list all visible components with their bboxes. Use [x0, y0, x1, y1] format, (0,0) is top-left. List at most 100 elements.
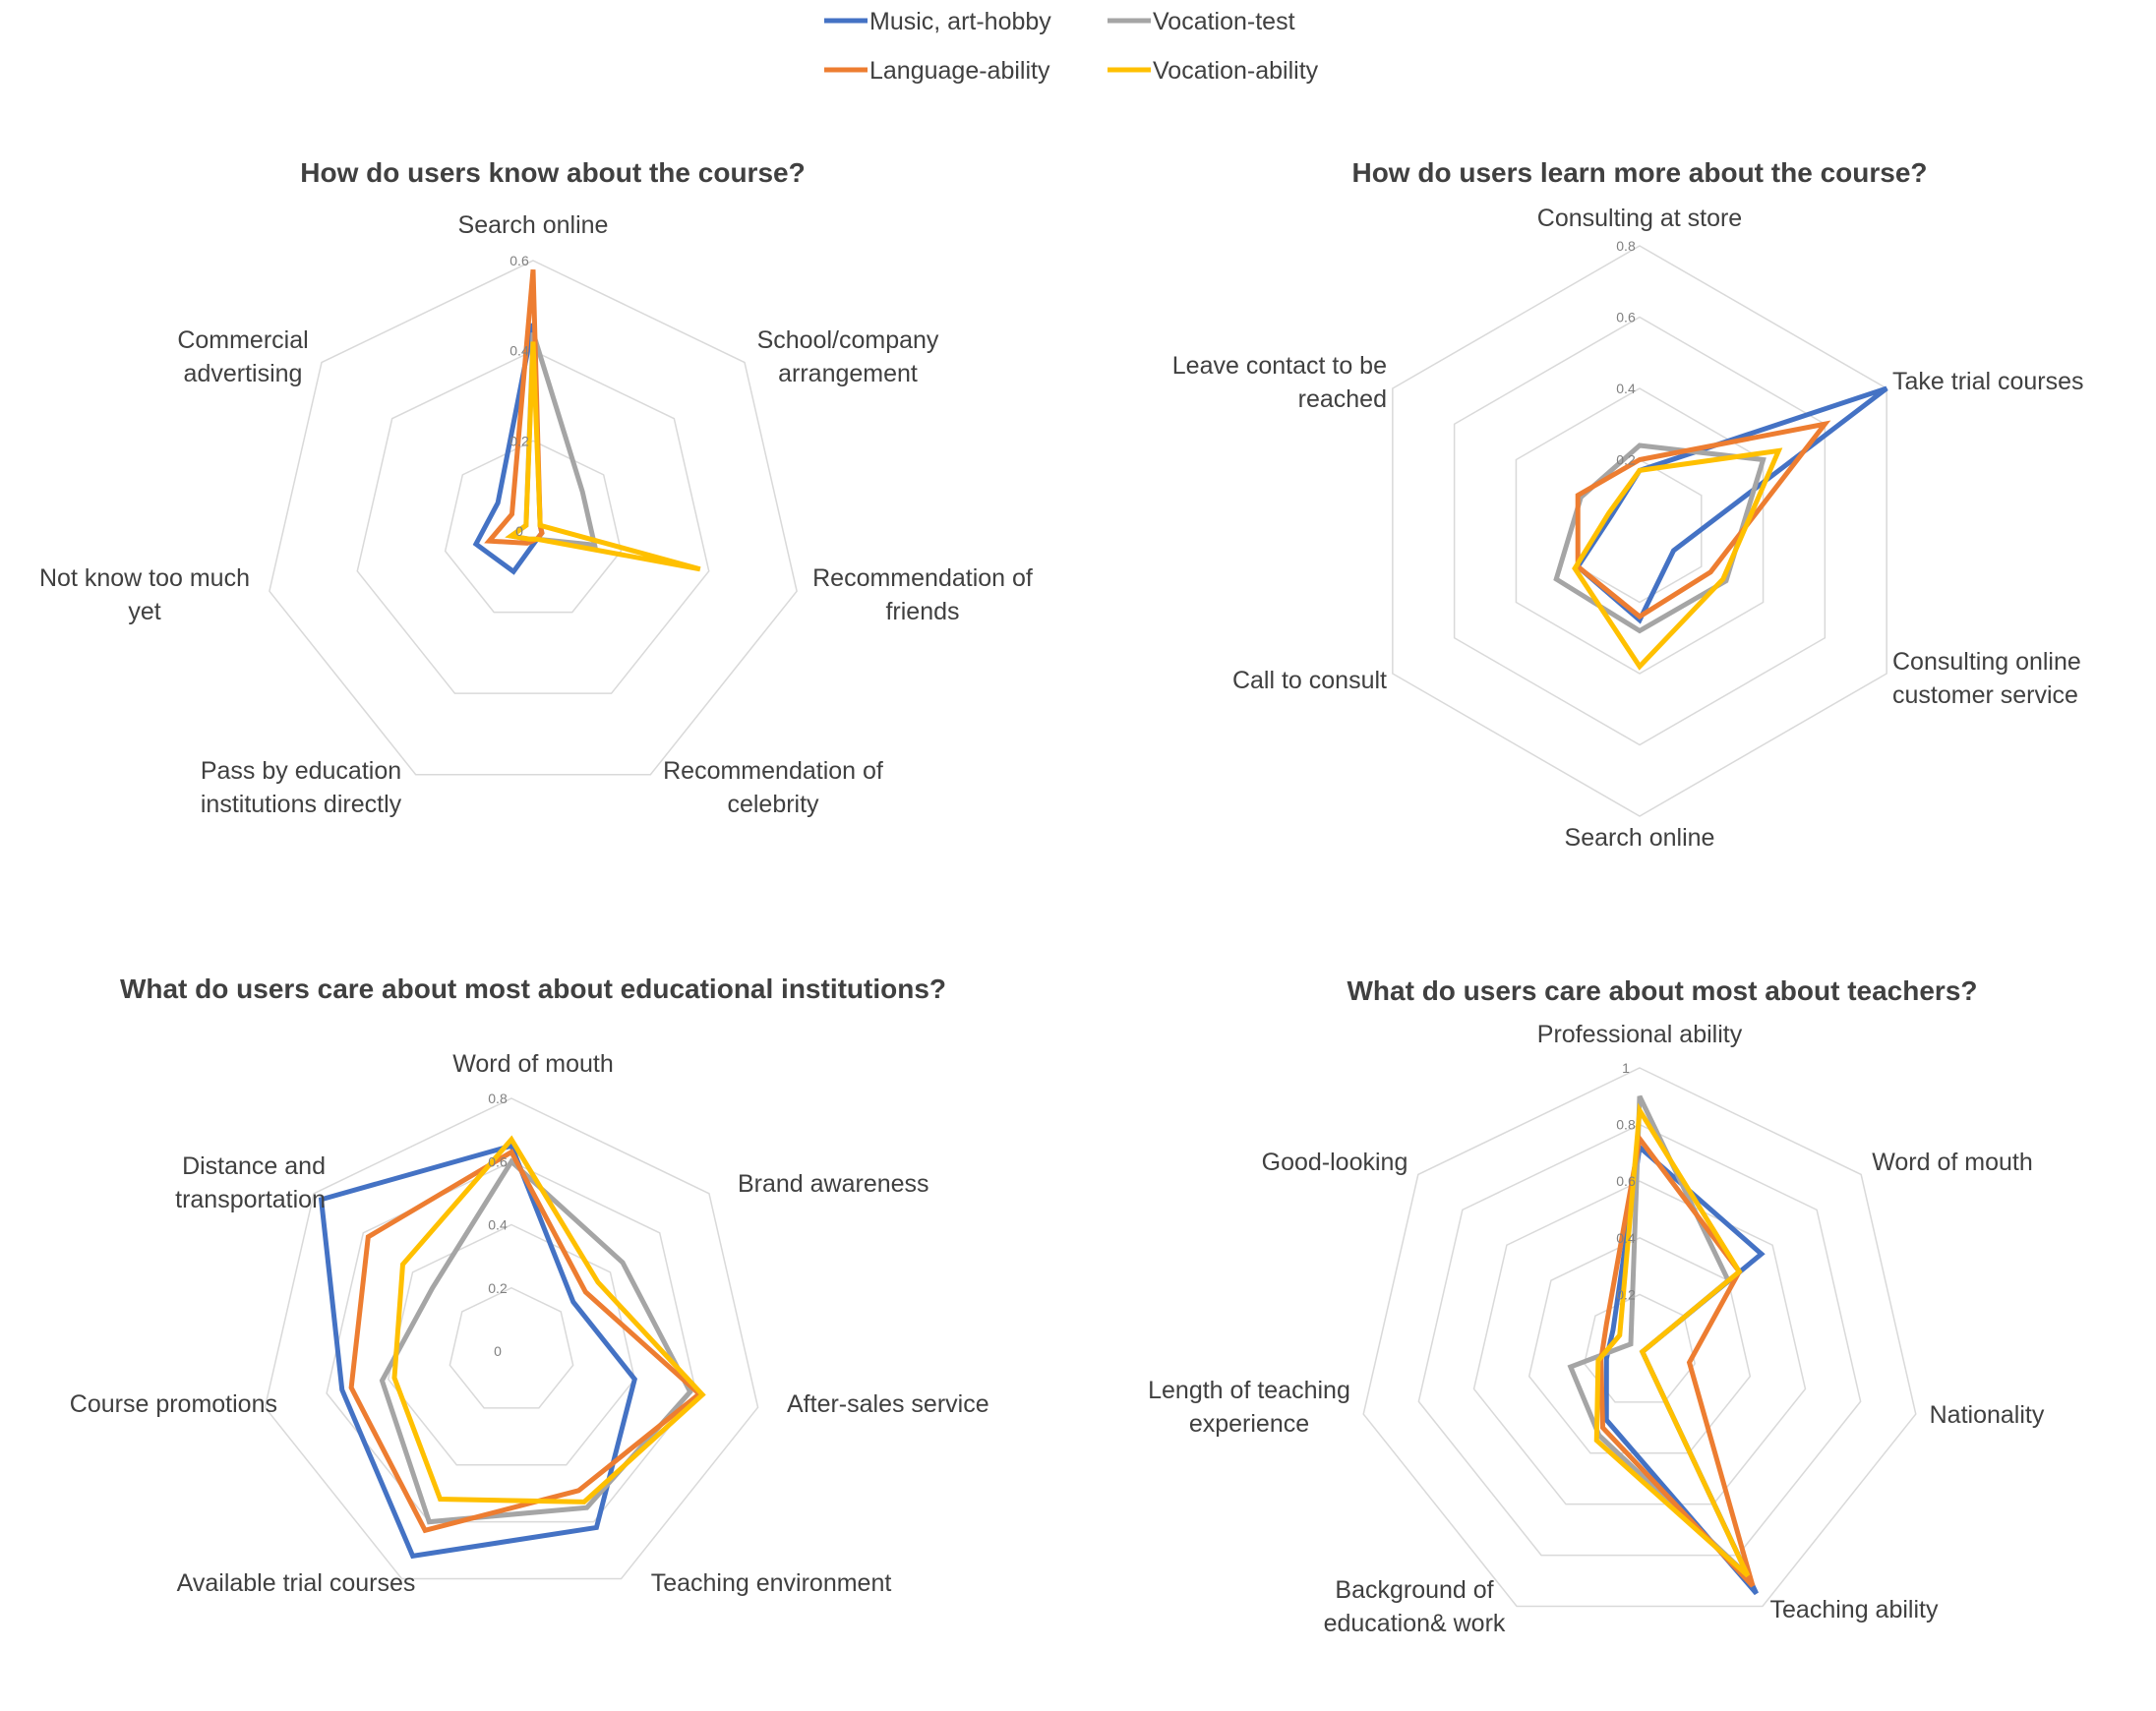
legend-label: Music, art-hobby — [869, 8, 1051, 35]
grid-ring — [326, 1160, 697, 1523]
tick-label: 0.8 — [1616, 1117, 1636, 1133]
series-vocation-ability — [1593, 1102, 1751, 1578]
tick-label: 0.4 — [488, 1217, 508, 1233]
tick-label: 0 — [515, 523, 523, 539]
radial-tick-labels: 0 0.2 0.4 0.6 0.8 — [488, 1091, 508, 1359]
category-label: Recommendation of friends — [812, 564, 1033, 625]
grid-ring — [356, 349, 710, 694]
radar-chart-learn-more-about-course: How do users learn more about the course… — [1172, 157, 2084, 852]
series-music-art-hobby — [1603, 1142, 1766, 1596]
tick-label: 1 — [1622, 1060, 1630, 1076]
legend: Music, art-hobby Vocation-test Language-ab… — [824, 8, 1319, 85]
legend-item-music-art-hobby: Music, art-hobby — [824, 8, 1051, 35]
series-language-ability — [348, 1149, 703, 1534]
series-vocation-ability — [1572, 447, 1783, 671]
radial-tick-labels: 0.2 0.4 0.6 0.8 — [1616, 238, 1636, 468]
grid-ring — [264, 1097, 759, 1580]
legend-label: Vocation-test — [1153, 8, 1295, 35]
tick-label: 0.8 — [1616, 238, 1636, 254]
radar-chart-care-about-institutions: What do users care about most about educ… — [70, 974, 989, 1597]
category-label: Commercial advertising — [177, 326, 308, 387]
series-language-ability — [1575, 420, 1831, 620]
category-labels: Word of mouth Brand awareness After-sales … — [70, 1050, 989, 1597]
series-vocation-ability — [505, 341, 701, 572]
category-labels: Consulting at store Take trial courses Con… — [1172, 205, 2084, 852]
radar-grid — [269, 260, 798, 776]
series-music-art-hobby — [318, 1143, 638, 1560]
grid-ring — [1584, 1293, 1696, 1403]
tick-label: 0.2 — [1616, 1286, 1636, 1302]
grid-ring — [1527, 1236, 1752, 1454]
chart-title: What do users care about most about teac… — [1347, 975, 1977, 1006]
category-labels: Search online School/company arrangement Re… — [39, 211, 1033, 818]
category-label: Nationality — [1930, 1401, 2045, 1429]
category-label: School/company arrangement — [757, 326, 939, 387]
series-vocation-test — [1553, 442, 1767, 634]
radar-series-group — [472, 268, 701, 575]
category-label: Word of mouth — [1872, 1149, 2033, 1176]
chart-title: How do users learn more about the course… — [1351, 157, 1927, 188]
radial-tick-labels: 0 0.2 0.4 0.6 — [509, 253, 529, 539]
radar-chart-care-about-teachers: What do users care about most about teac… — [1148, 975, 2045, 1637]
tick-label: 0.2 — [488, 1280, 508, 1296]
series-music-art-hobby — [1574, 385, 1888, 624]
category-label: Not know too much yet — [39, 564, 250, 625]
tick-label: 0.8 — [488, 1091, 508, 1106]
grid-ring — [1417, 1123, 1862, 1557]
category-label: Leave contact to be reached — [1172, 352, 1387, 413]
tick-label: 0.6 — [509, 253, 529, 268]
category-label: Take trial courses — [1892, 368, 2084, 395]
tick-label: 0.6 — [1616, 1173, 1636, 1189]
category-label: Teaching ability — [1770, 1596, 1939, 1623]
category-label: Good-looking — [1262, 1149, 1408, 1176]
tick-label: 0.2 — [1616, 452, 1636, 468]
category-label: Search online — [458, 211, 609, 239]
legend-item-vocation-test: Vocation-test — [1108, 8, 1295, 35]
chart-title: How do users know about the course? — [300, 157, 805, 188]
category-label: Pass by education institutions directly — [201, 757, 402, 818]
category-label: Consulting online customer service — [1892, 648, 2081, 709]
legend-item-language-ability: Language-ability — [824, 57, 1050, 85]
category-label: Call to consult — [1232, 667, 1387, 694]
category-label: Brand awareness — [738, 1170, 929, 1198]
category-label: Recommendation of celebrity — [663, 757, 883, 818]
legend-label: Language-ability — [869, 57, 1050, 85]
radar-series-group — [1553, 385, 1888, 671]
grid-ring — [449, 1286, 574, 1409]
radar-grid — [264, 1097, 759, 1580]
category-label: Background of education& work — [1324, 1576, 1506, 1637]
category-label: After-sales service — [787, 1390, 989, 1418]
category-labels: Professional ability Word of mouth Nationa… — [1148, 1021, 2045, 1637]
grid-ring — [387, 1223, 636, 1466]
category-label: Available trial courses — [177, 1569, 416, 1597]
radar-series-group — [1567, 1094, 1766, 1596]
category-label: Distance and transportation — [175, 1152, 326, 1213]
tick-label: 0 — [494, 1343, 502, 1359]
chart-title: What do users care about most about educ… — [120, 974, 946, 1004]
grid-ring — [1362, 1067, 1917, 1608]
category-label: Word of mouth — [452, 1050, 614, 1078]
tick-label: 0.4 — [1616, 381, 1636, 396]
radar-grid — [1392, 245, 1887, 817]
category-label: Teaching environment — [651, 1569, 892, 1597]
tick-label: 0.6 — [1616, 310, 1636, 325]
tick-label: 0.4 — [509, 343, 529, 359]
radial-tick-labels: 0.2 0.4 0.6 0.8 1 — [1616, 1060, 1636, 1302]
grid-ring — [269, 260, 798, 776]
category-label: Search online — [1565, 824, 1715, 852]
legend-label: Vocation-ability — [1153, 57, 1319, 85]
series-vocation-test — [379, 1157, 693, 1525]
legend-item-vocation-ability: Vocation-ability — [1108, 57, 1319, 85]
radar-series-group — [318, 1135, 706, 1560]
grid-ring — [1453, 316, 1827, 746]
radar-grid — [1362, 1067, 1917, 1608]
grid-ring — [1392, 245, 1887, 817]
tick-label: 0.6 — [488, 1153, 508, 1169]
series-language-ability — [1598, 1132, 1756, 1588]
series-vocation-ability — [391, 1135, 706, 1504]
category-label: Course promotions — [70, 1390, 277, 1418]
radar-chart-know-about-course: How do users know about the course?00.20… — [39, 157, 1033, 818]
tick-label: 0.4 — [1616, 1230, 1636, 1246]
category-label: Length of teaching experience — [1148, 1377, 1350, 1438]
